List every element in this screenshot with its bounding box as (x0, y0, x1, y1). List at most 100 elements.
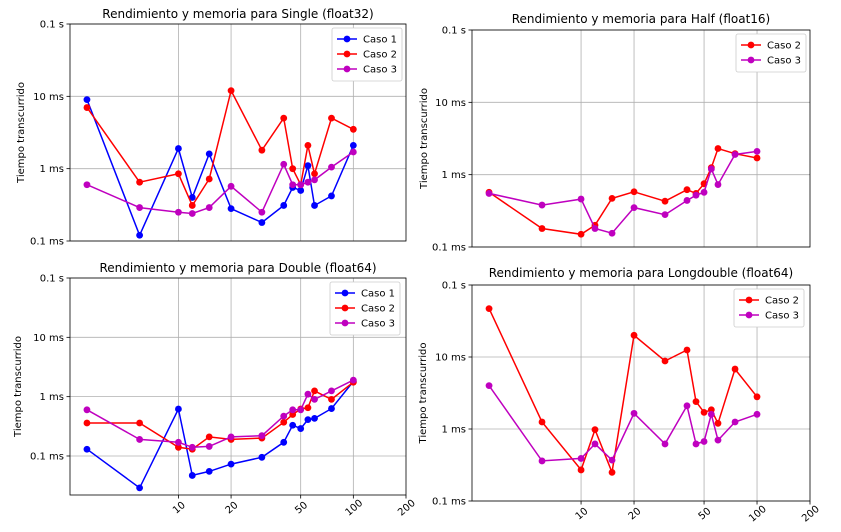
data-point (630, 409, 638, 417)
data-point (731, 365, 739, 373)
data-point (205, 433, 213, 441)
data-point (227, 205, 235, 213)
data-point (328, 192, 335, 200)
y-tick-label: 1 ms (40, 392, 65, 403)
data-point (297, 406, 305, 414)
legend-label: Caso 2 (767, 41, 801, 52)
data-point (205, 150, 213, 158)
y-axis-label: Tiempo transcurrido (13, 336, 24, 438)
data-point (304, 404, 312, 412)
data-point (304, 141, 312, 149)
data-point (692, 191, 700, 199)
y-tick-label: 10 ms (33, 333, 64, 344)
data-point (311, 387, 318, 395)
y-tick-label: 0.1 ms (30, 237, 64, 248)
x-tick-label: 200 (800, 504, 822, 525)
data-point (304, 416, 312, 424)
data-point (136, 204, 144, 211)
data-point (311, 176, 318, 184)
chart-title: Rendimiento y memoria para Single (float… (102, 7, 373, 21)
y-tick-label: 0.1 ms (432, 243, 466, 254)
data-point (753, 147, 761, 155)
data-point (280, 114, 288, 122)
data-point (485, 190, 493, 197)
data-point (175, 443, 182, 451)
data-point (258, 208, 266, 216)
y-tick-label: 0.1 s (442, 26, 466, 37)
data-point (707, 165, 715, 173)
data-point (707, 410, 715, 418)
series-line (488, 385, 758, 462)
axes-frame (69, 277, 407, 496)
data-point (731, 418, 739, 426)
y-tick-label: 0.1 s (40, 20, 64, 31)
data-point (304, 162, 312, 170)
data-point (630, 188, 638, 196)
data-point (83, 96, 91, 104)
data-point (227, 460, 235, 468)
data-point (311, 202, 318, 209)
data-point (714, 419, 722, 427)
data-point (714, 181, 722, 188)
legend-marker (747, 41, 755, 49)
data-point (683, 186, 691, 194)
legend-label: Caso 2 (361, 304, 395, 315)
data-point (700, 188, 708, 196)
data-point (188, 443, 196, 451)
y-axis-label: Tiempo transcurrido (16, 82, 27, 184)
x-tick-label: 20 (627, 506, 644, 523)
chart-panel-2: 0.1 ms 1 ms 10 ms 0.1 s Rendimiento y memori… (419, 12, 811, 254)
data-point (349, 376, 357, 384)
y-tick-label: 0.1 ms (432, 497, 466, 508)
x-tick-label: 50 (293, 500, 310, 517)
data-point (175, 170, 182, 178)
axes-frame (69, 23, 407, 242)
data-point (753, 393, 761, 401)
data-point (136, 436, 144, 443)
chart-title: Rendimiento y memoria para Half (float16… (512, 12, 770, 26)
y-tick-label: 1 ms (442, 170, 467, 181)
legend-label: Caso 2 (363, 50, 397, 61)
data-point (311, 170, 318, 178)
data-point (485, 382, 493, 390)
data-point (83, 445, 91, 453)
data-point (538, 457, 546, 465)
data-point (227, 433, 235, 441)
data-point (188, 194, 196, 201)
data-point (328, 387, 335, 395)
legend-label: Caso 3 (767, 56, 801, 67)
data-point (258, 453, 266, 461)
data-point (280, 418, 288, 426)
data-point (608, 229, 616, 237)
legend-marker (341, 289, 349, 297)
data-point (280, 202, 288, 209)
x-tick-label: 200 (396, 498, 418, 519)
data-point (205, 467, 213, 475)
data-point (289, 181, 297, 189)
data-point (591, 225, 599, 232)
series-line (86, 99, 354, 238)
data-point (175, 405, 182, 413)
data-point (311, 415, 318, 422)
x-tick-label: 100 (747, 504, 769, 525)
data-point (349, 125, 357, 133)
legend-label: Caso 3 (363, 65, 397, 76)
legend-label: Caso 1 (361, 289, 395, 300)
chart-panel-4: 0.1 ms 1 ms 10 ms 0.1 s 10 20 50 100 200 Rendimie… (418, 266, 822, 524)
data-point (608, 194, 616, 202)
y-tick-label: 0.1 s (40, 274, 64, 285)
data-point (661, 440, 669, 448)
data-point (258, 219, 266, 226)
data-point (188, 210, 196, 217)
data-point (328, 114, 335, 122)
data-point (700, 409, 708, 416)
y-tick-label: 10 ms (435, 353, 466, 364)
data-point (289, 421, 297, 429)
data-point (280, 438, 288, 446)
y-tick-label: 10 ms (435, 98, 466, 109)
data-point (349, 148, 357, 156)
data-point (297, 425, 305, 432)
legend-marker (343, 65, 351, 73)
axes-frame (471, 284, 811, 502)
